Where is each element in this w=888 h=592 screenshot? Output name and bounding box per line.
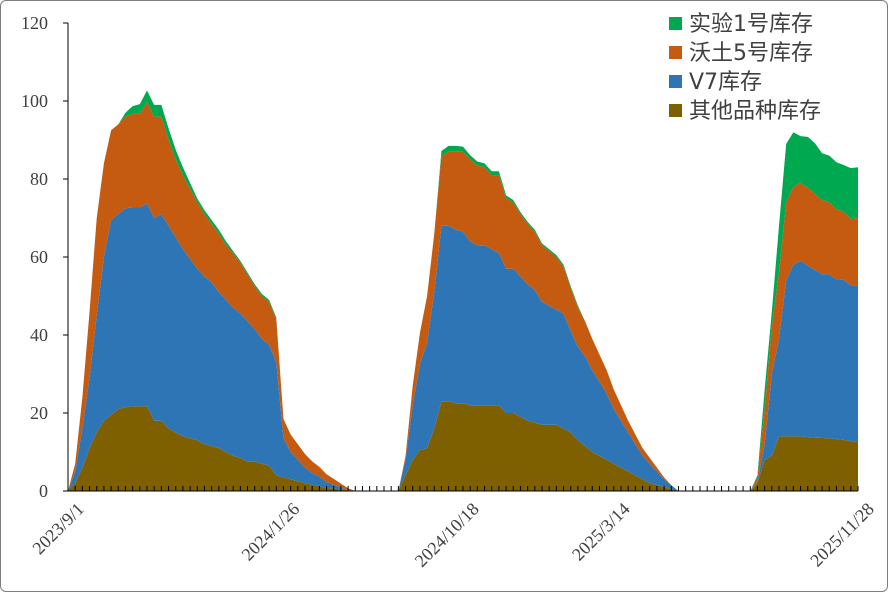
x-axis: 2023/9/1 2024/1/26 2024/10/18 2025/3/14 2025…	[28, 486, 878, 571]
y-axis: 0 20 40 60 80 100 120	[21, 13, 69, 501]
area-沃土5号库存-segment-3	[750, 182, 858, 491]
legend-item: 实验1号库存	[669, 12, 813, 37]
legend-label: 沃土5号库存	[689, 41, 813, 66]
x-tick-label: 2025/3/14	[568, 499, 634, 565]
y-tick-label: 0	[39, 481, 48, 501]
series-areas	[68, 90, 858, 492]
y-tick-label: 60	[30, 247, 48, 267]
x-tick-label: 2023/9/1	[28, 499, 87, 558]
legend-item: V7库存	[669, 70, 762, 95]
legend-swatch	[669, 75, 682, 88]
y-tick-label: 100	[21, 91, 48, 111]
area-V7库存-segment-1	[68, 203, 377, 491]
y-tick-label: 120	[21, 13, 48, 33]
area-其他品种库存-segment-1	[68, 406, 377, 491]
y-tick-label: 20	[30, 403, 48, 423]
x-tick-label: 2025/11/28	[806, 499, 878, 571]
area-V7库存-segment-3	[750, 260, 858, 491]
area-实验1号库存-segment-3	[750, 132, 858, 491]
area-V7库存-segment-2	[398, 225, 700, 492]
area-沃土5号库存-segment-2	[398, 151, 700, 491]
area-其他品种库存-segment-3	[750, 436, 858, 491]
y-tick-label: 80	[30, 169, 48, 189]
area-其他品种库存-segment-2	[398, 401, 700, 491]
legend-label: 实验1号库存	[689, 12, 813, 37]
area-沃土5号库存-segment-1	[68, 102, 377, 492]
x-tick-label: 2024/10/18	[411, 499, 483, 571]
legend-swatch	[669, 17, 682, 30]
legend-label: V7库存	[689, 70, 762, 95]
y-tick-label: 40	[30, 325, 48, 345]
legend-item: 沃土5号库存	[669, 41, 813, 66]
legend-swatch	[669, 104, 682, 117]
legend-label: 其他品种库存	[689, 99, 821, 124]
legend-swatch	[669, 46, 682, 59]
legend-item: 其他品种库存	[669, 99, 821, 124]
x-tick-label: 2024/1/26	[238, 499, 304, 565]
